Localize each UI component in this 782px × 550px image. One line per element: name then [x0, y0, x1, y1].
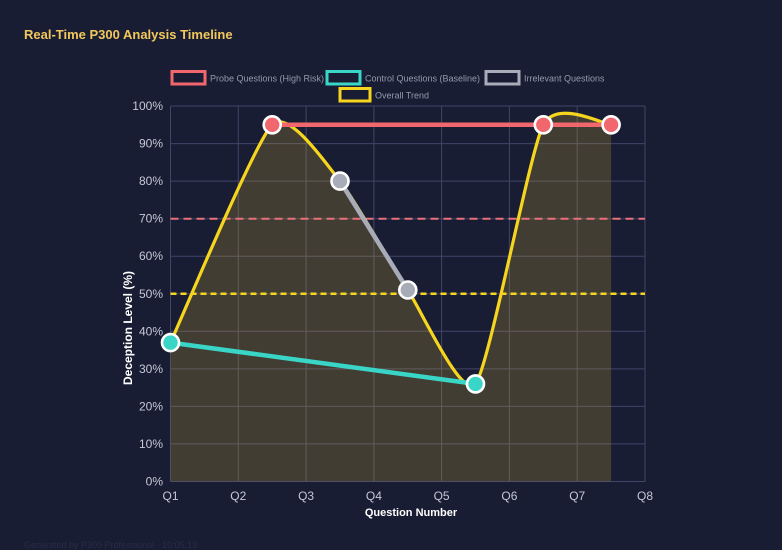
svg-text:Q8: Q8	[637, 489, 653, 503]
svg-text:Q1: Q1	[162, 489, 178, 503]
svg-text:40%: 40%	[139, 324, 163, 338]
svg-text:90%: 90%	[139, 137, 163, 151]
svg-text:Q4: Q4	[366, 489, 382, 503]
svg-text:Q3: Q3	[298, 489, 314, 503]
svg-text:10%: 10%	[139, 437, 163, 451]
svg-text:Irrelevant Questions: Irrelevant Questions	[524, 73, 605, 83]
svg-text:100%: 100%	[132, 99, 163, 113]
svg-text:Q7: Q7	[569, 489, 585, 503]
svg-text:Deception Level (%): Deception Level (%)	[121, 271, 135, 385]
svg-text:50%: 50%	[139, 287, 163, 301]
svg-text:70%: 70%	[139, 212, 163, 226]
svg-text:Control Questions (Baseline): Control Questions (Baseline)	[365, 73, 480, 83]
svg-text:Q6: Q6	[501, 489, 517, 503]
svg-text:Probe Questions (High Risk): Probe Questions (High Risk)	[210, 73, 324, 83]
svg-text:30%: 30%	[139, 362, 163, 376]
svg-text:Overall Trend: Overall Trend	[375, 90, 429, 100]
svg-text:0%: 0%	[146, 475, 164, 489]
svg-text:20%: 20%	[139, 399, 163, 413]
svg-text:Q2: Q2	[230, 489, 246, 503]
svg-text:Question Number: Question Number	[365, 507, 458, 519]
svg-text:80%: 80%	[139, 174, 163, 188]
svg-text:Q5: Q5	[434, 489, 450, 503]
svg-text:60%: 60%	[139, 249, 163, 263]
